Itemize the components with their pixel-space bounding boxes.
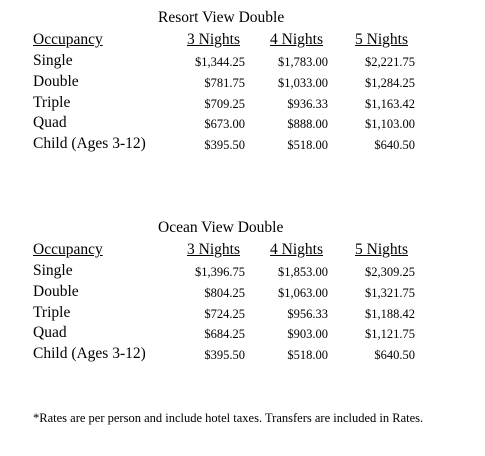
rate-cell: $956.33: [287, 306, 328, 321]
rate-cell: $1,121.75: [365, 327, 415, 342]
row-label: Single: [33, 52, 73, 69]
rate-cell: $804.25: [204, 285, 245, 300]
row-label: Double: [33, 72, 79, 90]
table-title: Ocean View Double: [158, 219, 284, 236]
table-title: Resort View Double: [158, 9, 285, 26]
row-label: Triple: [33, 303, 71, 321]
row-label: Double: [33, 282, 79, 300]
rate-cell: $518.00: [287, 138, 328, 153]
rate-cell: $1,344.25: [195, 55, 245, 69]
rate-cell: $673.00: [204, 117, 245, 132]
column-header: 4 Nights: [270, 241, 323, 258]
rate-cell: $640.50: [374, 348, 415, 363]
column-header: 3 Nights: [187, 31, 240, 48]
column-header: 3 Nights: [187, 241, 240, 258]
rate-cell: $395.50: [204, 138, 245, 153]
row-label: Child (Ages 3-12): [33, 345, 146, 363]
rate-cell: $1,163.42: [365, 96, 415, 111]
rate-cell: $1,103.00: [365, 117, 415, 132]
column-header: 5 Nights: [355, 241, 408, 258]
rate-cell: $709.25: [204, 96, 245, 111]
rate-cell: $1,396.75: [195, 265, 245, 279]
column-header: Occupancy: [33, 241, 103, 258]
rate-cell: $1,853.00: [278, 265, 328, 279]
rate-cell: $1,188.42: [365, 306, 415, 321]
row-label: Child (Ages 3-12): [33, 135, 146, 153]
column-header: 5 Nights: [355, 31, 408, 48]
rate-cell: $395.50: [204, 348, 245, 363]
rate-cell: $518.00: [287, 348, 328, 363]
column-header: Occupancy: [33, 31, 103, 48]
rate-cell: $1,063.00: [278, 285, 328, 300]
rate-cell: $1,284.25: [365, 75, 415, 90]
rate-cell: $1,783.00: [278, 55, 328, 69]
rate-cell: $1,321.75: [365, 285, 415, 300]
rate-cell: $903.00: [287, 327, 328, 342]
footnote: *Rates are per person and include hotel …: [33, 411, 424, 425]
rate-cell: $781.75: [204, 75, 245, 90]
rate-cell: $640.50: [374, 138, 415, 153]
rate-cell: $2,309.25: [365, 265, 415, 279]
rate-cell: $936.33: [287, 96, 328, 111]
row-label: Quad: [33, 114, 67, 132]
row-label: Triple: [33, 93, 71, 111]
column-header: 4 Nights: [270, 31, 323, 48]
row-label: Single: [33, 262, 73, 279]
rate-cell: $684.25: [204, 327, 245, 342]
rate-cell: $1,033.00: [278, 75, 328, 90]
rate-cell: $888.00: [287, 117, 328, 132]
row-label: Quad: [33, 324, 67, 342]
rate-cell: $2,221.75: [365, 55, 415, 69]
rate-cell: $724.25: [204, 306, 245, 321]
